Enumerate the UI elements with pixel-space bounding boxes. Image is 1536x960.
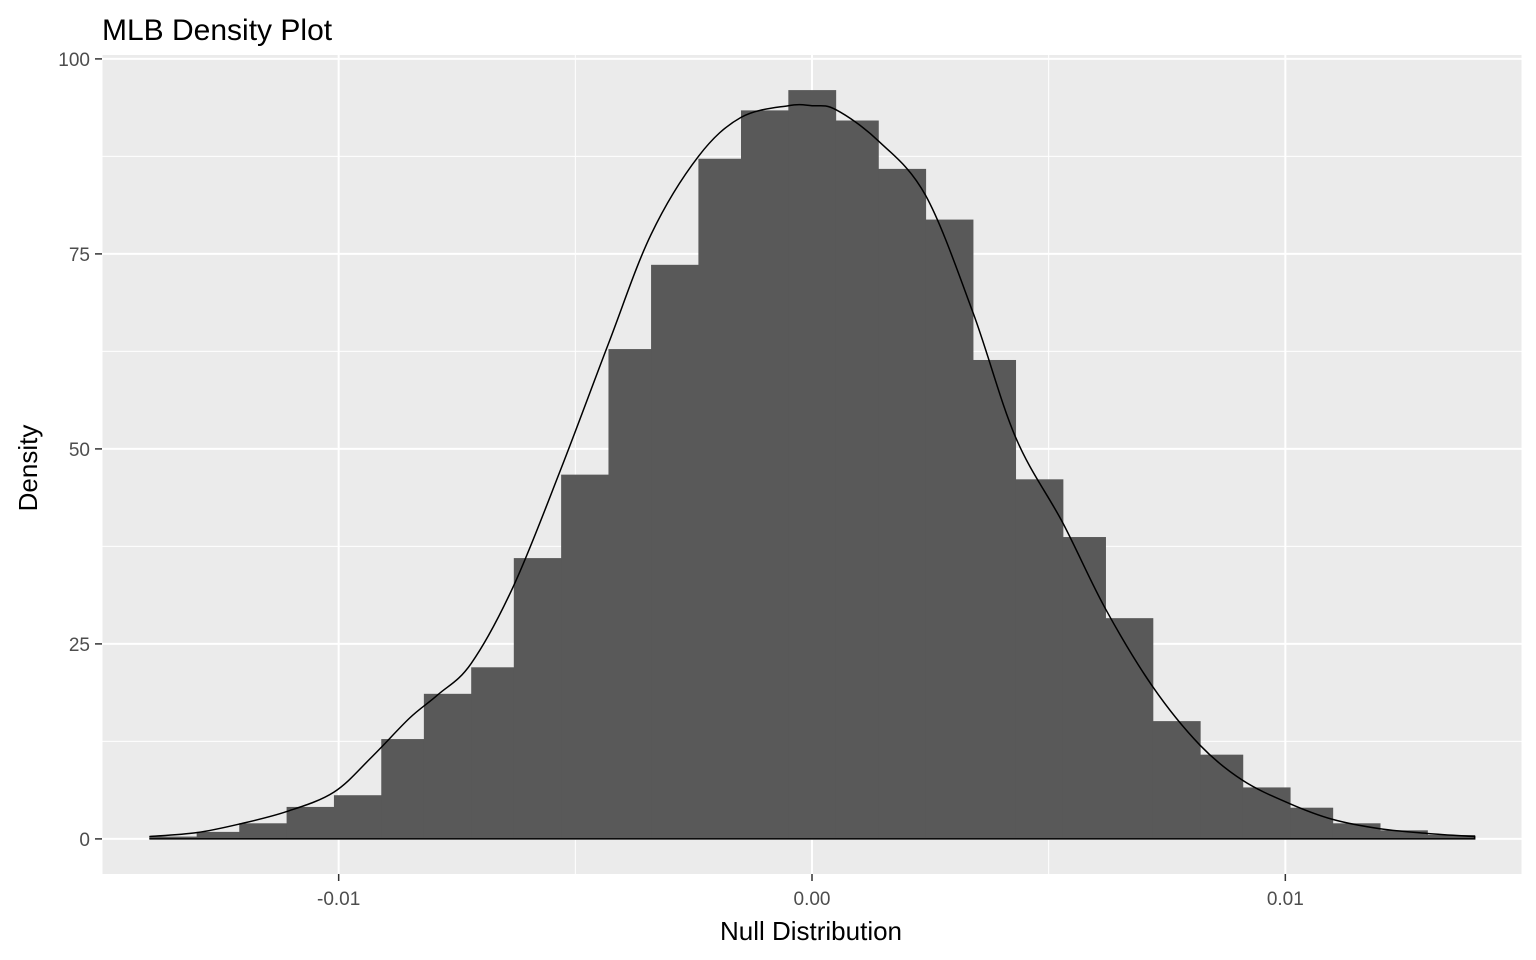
histogram-bar bbox=[741, 110, 789, 839]
y-tick-label: 25 bbox=[69, 635, 90, 656]
y-tick-label: 0 bbox=[79, 830, 90, 851]
histogram-bar bbox=[423, 693, 472, 839]
histogram-bar bbox=[1015, 479, 1064, 839]
histogram-bar bbox=[698, 158, 742, 839]
histogram-bar bbox=[972, 359, 1017, 839]
histogram-bar bbox=[149, 836, 198, 839]
histogram-bar bbox=[513, 558, 562, 839]
histogram-bar bbox=[381, 739, 425, 839]
histogram-bar bbox=[1062, 537, 1106, 839]
histogram-bar bbox=[1242, 787, 1291, 839]
histogram-bar bbox=[608, 349, 652, 839]
x-tick-label: 0.00 bbox=[794, 889, 831, 910]
histogram-bar bbox=[1380, 830, 1428, 839]
x-axis: -0.01 0.00 0.01 bbox=[317, 874, 1304, 910]
chart-title: MLB Density Plot bbox=[102, 14, 333, 47]
histogram-bar bbox=[1152, 721, 1201, 839]
histogram-bar bbox=[788, 90, 837, 839]
histogram-bar bbox=[239, 823, 288, 839]
histogram-bar bbox=[925, 219, 974, 839]
y-tick-label: 50 bbox=[69, 440, 90, 461]
density-curve bbox=[149, 103, 1476, 840]
histogram-bar bbox=[878, 168, 927, 839]
histogram-bar bbox=[1200, 754, 1244, 839]
histogram-bar bbox=[1332, 823, 1381, 839]
x-tick-label: -0.01 bbox=[317, 889, 360, 910]
y-tick-label: 100 bbox=[58, 50, 90, 71]
histogram-bar bbox=[835, 120, 879, 839]
histogram-bar bbox=[196, 831, 240, 839]
x-tick-label: 0.01 bbox=[1267, 889, 1304, 910]
y-tick-label: 75 bbox=[69, 245, 90, 266]
y-axis-title: Density bbox=[13, 425, 43, 512]
histogram-bars bbox=[149, 90, 1476, 839]
histogram-bar bbox=[1427, 835, 1476, 839]
histogram-bar bbox=[651, 264, 699, 839]
histogram-bar bbox=[286, 806, 335, 839]
histogram-bar bbox=[333, 795, 382, 839]
histogram-bar bbox=[561, 474, 609, 839]
histogram-bar bbox=[471, 667, 515, 839]
x-axis-title: Null Distribution bbox=[720, 916, 902, 946]
y-axis: 0 25 50 75 100 bbox=[58, 50, 102, 851]
histogram-bar bbox=[1105, 618, 1154, 839]
